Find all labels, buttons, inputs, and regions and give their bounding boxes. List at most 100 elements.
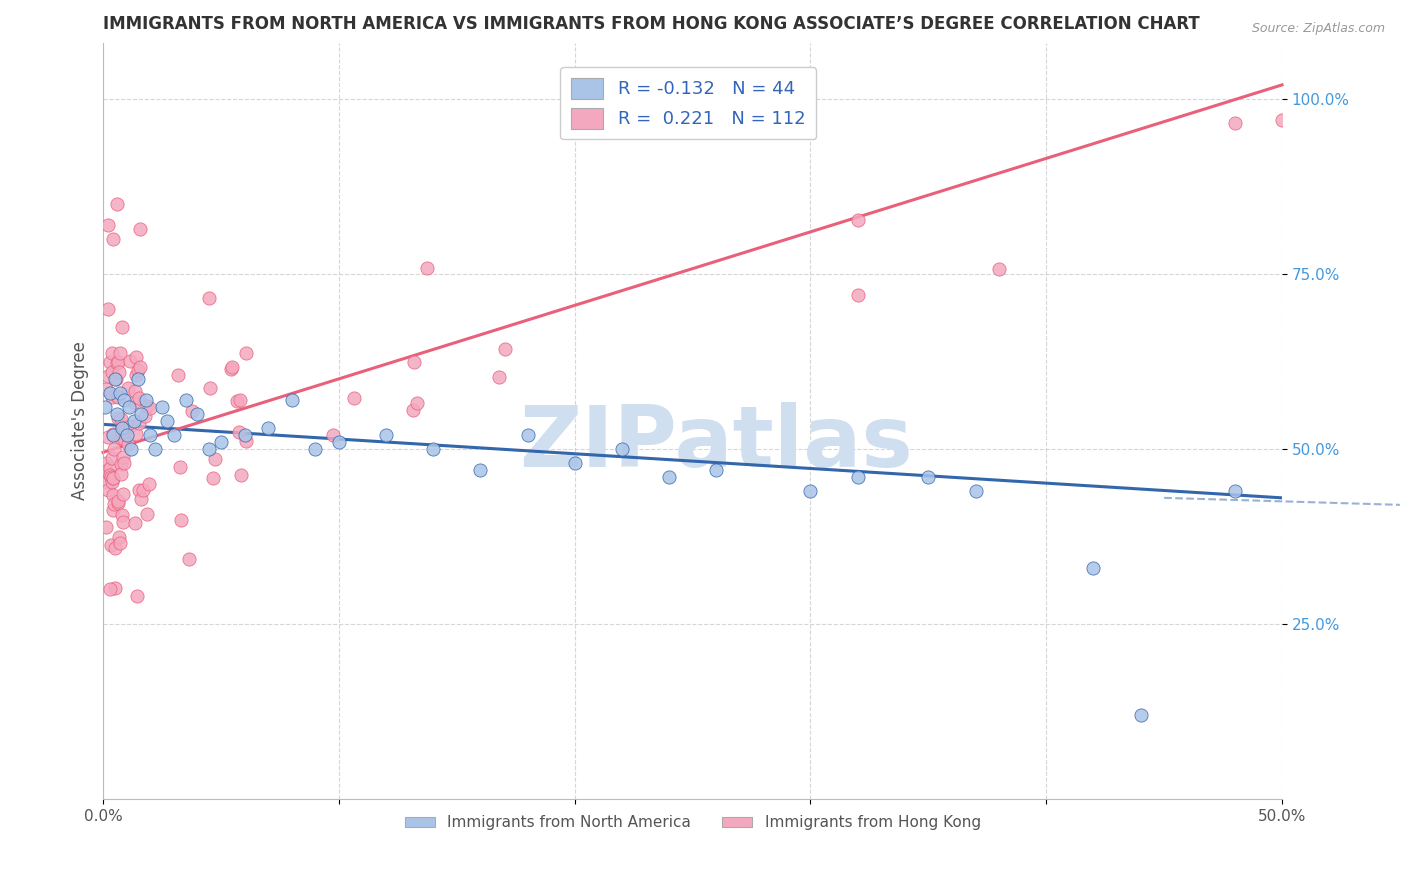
Point (328, 434, 350, 449)
Point (97, 429, 120, 443)
Point (124, 516, 146, 530)
Point (120, 353, 142, 368)
Point (122, 395, 145, 409)
Point (516, 428, 538, 442)
Point (111, 450, 134, 464)
Point (104, 541, 127, 555)
Point (94, 456, 117, 470)
Point (1083, 561, 1105, 575)
Point (111, 508, 134, 522)
Point (125, 368, 148, 382)
Point (117, 436, 139, 450)
Point (118, 400, 141, 414)
Point (846, 212, 869, 227)
Point (150, 400, 173, 414)
Point (422, 442, 444, 456)
Point (112, 421, 135, 435)
Point (98, 468, 121, 483)
Point (112, 456, 135, 470)
Point (94, 475, 117, 489)
Point (304, 442, 326, 456)
Point (128, 372, 150, 386)
Point (128, 391, 150, 405)
Point (917, 470, 939, 484)
Point (202, 471, 225, 485)
Point (181, 404, 204, 418)
Point (100, 469, 122, 483)
Point (104, 372, 127, 386)
Point (186, 407, 208, 421)
Point (101, 345, 124, 359)
Point (163, 428, 186, 442)
Point (1129, 707, 1152, 722)
Point (107, 494, 129, 508)
Point (107, 411, 129, 425)
Point (107, 390, 129, 404)
Point (988, 261, 1011, 276)
Point (139, 428, 162, 442)
Point (129, 407, 152, 421)
Point (125, 351, 148, 365)
Text: IMMIGRANTS FROM NORTH AMERICA VS IMMIGRANTS FROM HONG KONG ASSOCIATE’S DEGREE CO: IMMIGRANTS FROM NORTH AMERICA VS IMMIGRA… (103, 15, 1199, 33)
Point (94, 520, 117, 534)
Point (110, 412, 132, 426)
Point (112, 432, 135, 446)
Point (129, 492, 152, 507)
Point (98, 582, 121, 596)
Point (134, 409, 156, 423)
Point (209, 434, 232, 449)
Point (127, 363, 149, 377)
Point (281, 392, 304, 407)
Point (103, 427, 125, 442)
Point (135, 392, 157, 407)
Point (103, 497, 125, 511)
Point (101, 471, 124, 485)
Point (103, 471, 125, 485)
Point (233, 428, 256, 442)
Point (177, 552, 200, 566)
Point (204, 452, 226, 467)
Point (101, 365, 124, 379)
Point (610, 442, 633, 456)
Point (98, 385, 121, 400)
Point (415, 261, 437, 276)
Point (111, 487, 134, 501)
Point (132, 483, 155, 497)
Point (104, 581, 127, 595)
Point (97, 301, 120, 316)
Point (136, 507, 159, 521)
Point (103, 442, 125, 457)
Point (107, 496, 129, 510)
Point (101, 502, 124, 516)
Point (228, 425, 250, 440)
Point (111, 421, 134, 435)
Point (235, 434, 257, 448)
Point (402, 403, 425, 417)
Point (100, 390, 122, 404)
Point (129, 359, 152, 374)
Point (105, 389, 128, 403)
Point (124, 426, 146, 441)
Point (101, 475, 124, 490)
Point (107, 355, 129, 369)
Point (564, 456, 586, 470)
Point (170, 513, 193, 527)
Point (101, 428, 124, 442)
Point (1223, 116, 1246, 130)
Point (494, 342, 516, 356)
Point (136, 399, 159, 413)
Point (110, 467, 132, 481)
Point (257, 421, 280, 435)
Point (94, 400, 117, 414)
Point (100, 537, 122, 551)
Point (965, 483, 987, 498)
Point (375, 428, 398, 442)
Point (105, 197, 128, 211)
Y-axis label: Associate's Degree: Associate's Degree (72, 342, 89, 500)
Point (846, 288, 869, 302)
Point (322, 428, 344, 442)
Point (122, 414, 145, 428)
Point (226, 394, 249, 409)
Point (112, 392, 135, 407)
Point (488, 370, 510, 384)
